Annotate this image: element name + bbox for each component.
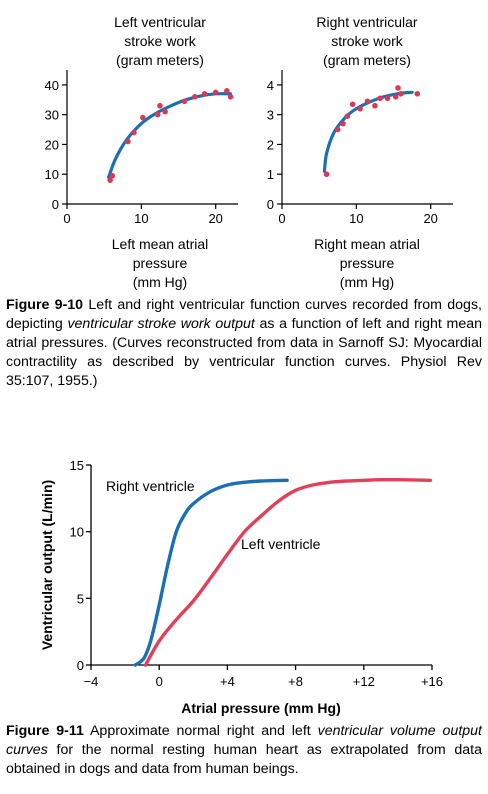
figure-9-10-caption: Figure 9-10 Left and right ventricular f… (6, 296, 482, 391)
right-ventricular-y-tick-label: 2 (267, 137, 274, 152)
right-ventricular-y-tick-label: 1 (267, 167, 274, 182)
volume-x-tick-label: +16 (421, 674, 443, 689)
right-ventricular-data-point (349, 101, 356, 108)
right-ventricular-curve (322, 90, 414, 173)
volume-y-tick-label: 15 (70, 458, 84, 473)
left-ventricular-x-tick-label: 10 (134, 211, 148, 226)
figure-9-11-caption-italic: ventricular volume output curves (6, 723, 482, 758)
left-ventricular-data-point (107, 177, 113, 183)
left-ventricular-x-label-line: pressure (133, 255, 188, 271)
right-ventricular-data-point (395, 85, 401, 91)
volume-x-tick-label: 0 (156, 674, 163, 689)
left-ventricle-curve (143, 477, 432, 667)
left-ventricular-x-label-line: Left mean atrial (112, 236, 209, 252)
left-ventricular-data-point (227, 94, 234, 100)
left-ventricular-data-point (131, 129, 137, 136)
right-ventricular-data-point (323, 171, 330, 178)
left-ventricular-x-label-line: (mm Hg) (133, 274, 187, 290)
right-ventricular-data-point (384, 95, 391, 102)
right-ventricular-data-point (377, 95, 383, 102)
volume-y-tick-label: 10 (70, 525, 84, 540)
right-ventricular-title-line: (gram meters) (323, 52, 411, 68)
figure-9-11-caption: Figure 9-11 Approximate normal right and… (6, 722, 482, 779)
right-ventricular-data-point (357, 105, 363, 112)
right-ventricular-x-label-line: pressure (340, 255, 395, 271)
right-ventricular-chart: Right ventricular stroke work (gram meters… (267, 14, 453, 290)
left-ventricular-y-tick-label: 0 (52, 197, 59, 212)
right-ventricular-x-tick-label: 10 (349, 211, 363, 226)
right-ventricular-data-point (392, 94, 399, 100)
right-ventricular-x-tick-label: 20 (423, 211, 437, 226)
right-ventricular-x-label-line: (mm Hg) (340, 274, 394, 290)
left-ventricular-data-point (154, 111, 161, 118)
right-ventricular-title-line: stroke work (331, 33, 404, 49)
left-ventricular-chart: Left ventricular stroke work (gram meters)… (45, 14, 238, 290)
volume-x-tick-label: +8 (288, 674, 303, 689)
left-ventricular-data-point (201, 91, 208, 97)
left-ventricular-data-point (162, 108, 168, 115)
figure-9-11-caption-text-2: for the normal resting human heart as ex… (6, 742, 482, 777)
left-ventricular-data-point (212, 89, 219, 96)
left-ventricular-curve (107, 92, 233, 179)
right-ventricular-data-point (364, 98, 371, 105)
left-ventricle-label: Left ventricle (241, 536, 321, 552)
figure-9-10-caption-text-1: Left and right ventricular function curv… (6, 297, 482, 332)
left-ventricular-data-point (181, 98, 188, 105)
right-ventricle-curve (133, 478, 289, 667)
right-ventricular-data-point (344, 113, 351, 119)
right-ventricular-data-point (334, 126, 341, 133)
right-ventricular-y-tick-label: 4 (267, 78, 274, 93)
right-ventricular-data-point (414, 91, 421, 97)
volume-x-label: Atrial pressure (mm Hg) (181, 700, 340, 716)
volume-y-label: Ventricular output (L/min) (39, 480, 55, 650)
volume-x-tick-label: −4 (84, 674, 99, 689)
left-ventricular-data-point (192, 94, 198, 100)
volume-x-tick-label: +4 (220, 674, 235, 689)
volume-y-tick-label: 5 (77, 591, 84, 606)
left-ventricular-y-tick-label: 30 (45, 108, 59, 123)
right-ventricular-x-label-line: Right mean atrial (314, 236, 420, 252)
right-ventricular-x-tick-label: 0 (278, 211, 285, 226)
volume-x-tick-label: +12 (353, 674, 375, 689)
left-ventricular-y-tick-label: 40 (45, 78, 59, 93)
right-ventricular-y-tick-label: 3 (267, 108, 274, 123)
left-ventricular-data-point (125, 138, 131, 145)
right-ventricular-y-tick-label: 0 (267, 197, 274, 212)
right-ventricular-data-point (340, 120, 346, 127)
left-ventricular-title-line: stroke work (124, 33, 197, 49)
right-ventricular-title-line: Right ventricular (316, 14, 417, 30)
left-ventricular-y-tick-label: 10 (45, 167, 59, 182)
volume-y-tick-label: 0 (77, 658, 84, 673)
figure-9-10-caption-text-2: as a function of left and right mean atr… (6, 316, 482, 389)
right-ventricular-data-point (398, 91, 404, 97)
figure-9-10-caption-italic: ventricular stroke work output (67, 316, 255, 332)
left-ventricular-x-tick-label: 20 (208, 211, 222, 226)
left-ventricular-data-point (224, 88, 230, 94)
figure-9-11-label: Figure 9-11 (6, 723, 84, 739)
right-ventricle-label: Right ventricle (106, 478, 195, 494)
right-ventricular-data-point (372, 102, 378, 109)
figure-9-10-label: Figure 9-10 (6, 297, 84, 313)
left-ventricular-data-point (157, 102, 163, 109)
left-ventricular-title-line: (gram meters) (116, 52, 204, 68)
left-ventricular-title-line: Left ventricular (114, 14, 206, 30)
left-ventricular-data-point (140, 114, 146, 121)
figure-9-11-caption-text-1: Approximate normal right and left (83, 723, 318, 739)
left-ventricular-x-tick-label: 0 (63, 211, 70, 226)
left-ventricular-y-tick-label: 20 (45, 137, 59, 152)
left-ventricular-data-point (109, 172, 116, 179)
